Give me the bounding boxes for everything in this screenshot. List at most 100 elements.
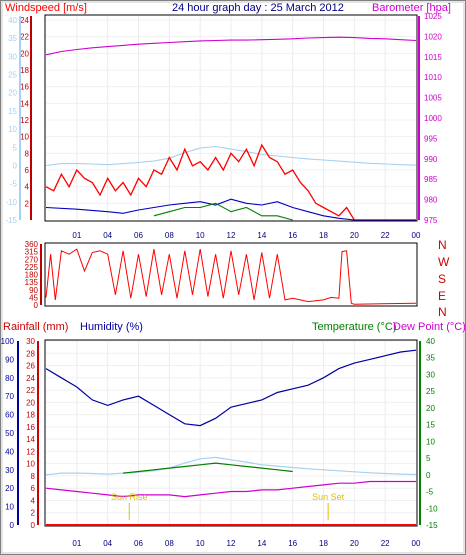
humidity-tick-label: 30 — [5, 466, 14, 475]
baro-tick-label: 1020 — [424, 32, 442, 41]
wind-tick-label: 18 — [20, 66, 29, 75]
x-tick-label-top: 12 — [227, 231, 236, 240]
rain-tick-label: 20 — [26, 398, 35, 407]
temp-tick-label: 0 — [13, 161, 18, 170]
series-dew-bottom — [123, 462, 293, 474]
series-humidity-bottom — [45, 349, 417, 427]
rain-tick-label: 28 — [26, 349, 35, 358]
temperature-axis-label: Temperature (°C) — [312, 321, 396, 333]
rain-tick-label: 26 — [26, 362, 35, 371]
direction-tick-label: 90 — [29, 286, 38, 295]
temp-tick-label: 5 — [13, 143, 18, 152]
series — [45, 36, 417, 526]
rainfall-axis-label: Rainfall (mm) — [3, 321, 68, 333]
x-tick-label-top: 22 — [381, 231, 390, 240]
baro-tick-label: 990 — [424, 155, 438, 164]
rain-tick-label: 10 — [26, 460, 35, 469]
series-temperature-top — [45, 145, 417, 167]
direction-tick-label: 225 — [25, 263, 39, 272]
series-gust-top — [45, 143, 416, 221]
rain-tick-label: 18 — [26, 411, 35, 420]
series-pressure-top — [45, 36, 417, 56]
x-tick-label-top: 20 — [350, 231, 359, 240]
baro-tick-label: 975 — [424, 216, 438, 225]
humidity-tick-label: 10 — [5, 503, 14, 512]
temp-tick-label: -5 — [10, 180, 18, 189]
compass-label-w: W — [438, 255, 450, 269]
x-tick-label-bottom: 01 — [72, 539, 81, 548]
baro-tick-label: 1000 — [424, 114, 442, 123]
axes: 24681012141618202224-15-10-5051015202530… — [1, 12, 443, 548]
temp-tick-label: 20 — [8, 89, 17, 98]
wind-tick-label: 8 — [25, 149, 30, 158]
series-speed_green-top — [153, 202, 293, 221]
direction-tick-label: 315 — [25, 248, 39, 257]
sunrise-label: Sun Rise — [111, 492, 148, 502]
x-tick-label-top: 16 — [288, 231, 297, 240]
temp-tick-label-right: 35 — [426, 354, 435, 363]
temp-tick-label-right: 20 — [426, 404, 435, 413]
compass-label-n2: N — [438, 305, 447, 319]
x-tick-label-top: 18 — [319, 231, 328, 240]
x-tick-label-top: 14 — [257, 231, 266, 240]
rain-tick-label: 6 — [31, 484, 36, 493]
rain-tick-label: 12 — [26, 447, 35, 456]
temp-tick-label-right: 25 — [426, 387, 435, 396]
series-speed_blue-top — [45, 198, 416, 221]
direction-tick-label: 135 — [25, 278, 39, 287]
temp-tick-label-right: -5 — [426, 488, 434, 497]
temp-tick-label-right: -15 — [426, 521, 438, 530]
rain-tick-label: 30 — [26, 337, 35, 346]
direction-tick-label: 360 — [25, 240, 39, 249]
graph-title: 24 hour graph day : 25 March 2012 — [172, 2, 344, 14]
baro-tick-label: 985 — [424, 175, 438, 184]
barometer-axis-label: Barometer [hpa] — [372, 2, 451, 14]
baro-tick-label: 1010 — [424, 73, 442, 82]
rain-tick-label: 4 — [31, 496, 36, 505]
wind-tick-label: 2 — [25, 199, 30, 208]
temp-tick-label: 10 — [8, 125, 17, 134]
temp-tick-label: 25 — [8, 71, 17, 80]
temp-tick-label: -15 — [5, 216, 17, 225]
wind-tick-label: 20 — [20, 49, 29, 58]
x-tick-label-top: 00 — [412, 231, 421, 240]
humidity-tick-label: 60 — [5, 411, 14, 420]
rain-tick-label: 14 — [26, 435, 35, 444]
wind-tick-label: 14 — [20, 99, 29, 108]
temp-tick-label: -10 — [5, 198, 17, 207]
rain-tick-label: 2 — [31, 509, 36, 518]
compass-label-n: N — [438, 238, 447, 252]
x-tick-label-top: 08 — [165, 231, 174, 240]
temp-tick-label-right: 30 — [426, 370, 435, 379]
x-tick-label-bottom: 12 — [227, 539, 236, 548]
humidity-tick-label: 20 — [5, 484, 14, 493]
temp-tick-label: 40 — [8, 16, 17, 25]
humidity-tick-label: 0 — [10, 521, 15, 530]
humidity-axis-label: Humidity (%) — [80, 321, 143, 333]
direction-tick-label: 270 — [25, 255, 39, 264]
x-tick-label-bottom: 20 — [350, 539, 359, 548]
sunset-label: Sun Set — [312, 492, 345, 502]
temp-tick-label-right: 10 — [426, 437, 435, 446]
windspeed-axis-label: Windspeed [m/s] — [5, 2, 87, 14]
temp-tick-label-right: 40 — [426, 337, 435, 346]
x-tick-label-bottom: 00 — [412, 539, 421, 548]
humidity-tick-label: 80 — [5, 374, 14, 383]
x-tick-label-bottom: 04 — [103, 539, 112, 548]
x-tick-label-top: 06 — [134, 231, 143, 240]
series-pressure-bottom — [45, 480, 416, 498]
x-tick-label-bottom: 16 — [288, 539, 297, 548]
x-tick-label-bottom: 18 — [319, 539, 328, 548]
x-tick-label-bottom: 22 — [381, 539, 390, 548]
x-tick-label-top: 01 — [72, 231, 81, 240]
wind-tick-label: 12 — [20, 116, 29, 125]
wind-tick-label: 4 — [25, 183, 30, 192]
temp-tick-label: 15 — [8, 107, 17, 116]
rain-tick-label: 16 — [26, 423, 35, 432]
direction-tick-label: 180 — [25, 271, 39, 280]
baro-tick-label: 1015 — [424, 53, 442, 62]
wind-tick-label: 24 — [20, 16, 29, 25]
compass-label-e: E — [438, 289, 446, 303]
